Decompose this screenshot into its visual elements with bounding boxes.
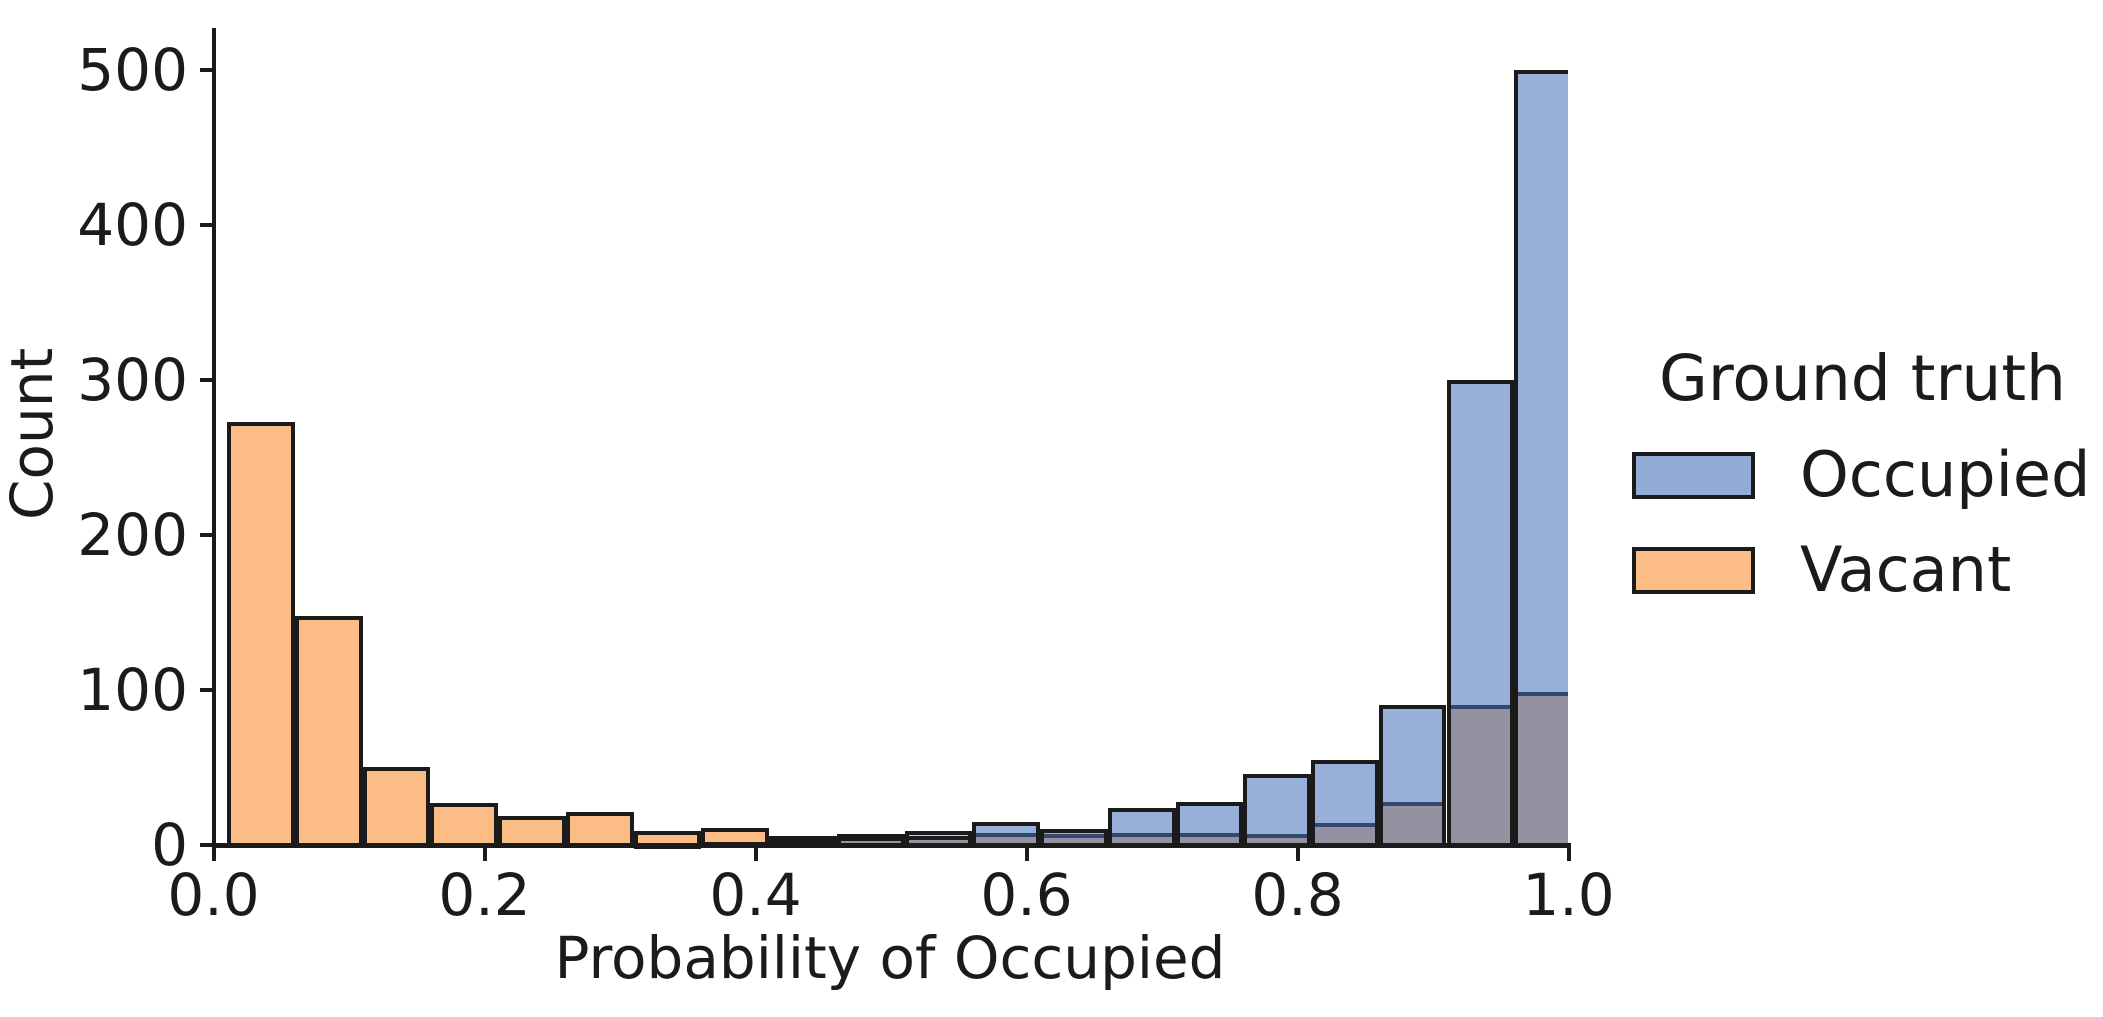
legend-swatch-vacant	[1632, 547, 1755, 594]
x-tick-mark	[1566, 847, 1571, 861]
x-axis-label: Probability of Occupied	[554, 924, 1226, 992]
legend-label-vacant: Vacant	[1800, 533, 2012, 606]
x-tick-label: 0.4	[709, 861, 802, 929]
x-tick-mark	[753, 847, 758, 861]
y-axis-label: Count	[0, 347, 66, 520]
x-tick-mark	[1295, 847, 1300, 861]
y-tick-mark	[200, 378, 213, 382]
occupied-bar	[1311, 759, 1379, 848]
occupied-bar	[1514, 69, 1569, 848]
vacant-bar	[294, 615, 363, 848]
vacant-bar	[227, 421, 295, 849]
x-tick-label: 0.2	[438, 861, 531, 929]
occupied-bar	[1378, 705, 1447, 848]
x-tick-mark	[482, 847, 487, 861]
occupied-bar	[836, 837, 905, 848]
y-tick-label: 0	[151, 811, 188, 879]
vacant-bar	[362, 767, 431, 848]
y-tick-mark	[200, 223, 213, 227]
y-tick-label: 500	[77, 36, 188, 104]
y-tick-mark	[200, 843, 213, 847]
x-axis-spine	[211, 843, 1571, 848]
legend-title: Ground truth	[1659, 342, 2066, 415]
x-tick-label: 0.6	[980, 861, 1073, 929]
vacant-bar	[565, 812, 634, 848]
y-tick-label: 400	[77, 191, 188, 259]
x-tick-mark	[211, 847, 216, 861]
legend-label-occupied: Occupied	[1800, 438, 2091, 511]
occupied-bar	[1446, 379, 1515, 848]
x-tick-mark	[1024, 847, 1029, 861]
x-tick-label: 0.0	[167, 861, 260, 929]
y-tick-mark	[200, 688, 213, 692]
y-tick-mark	[200, 533, 213, 537]
occupied-bar	[1175, 801, 1244, 848]
y-tick-label: 100	[77, 656, 188, 724]
y-tick-label: 200	[77, 501, 188, 569]
occupied-bar	[1243, 773, 1312, 848]
y-tick-label: 300	[77, 346, 188, 414]
occupied-bar	[1107, 807, 1176, 848]
vacant-bar	[430, 803, 498, 848]
x-tick-label: 0.8	[1251, 861, 1344, 929]
vacant-bar	[498, 815, 566, 849]
x-tick-label: 1.0	[1522, 861, 1615, 929]
y-axis-spine	[211, 28, 216, 848]
legend-swatch-occupied	[1632, 452, 1755, 499]
y-tick-mark	[200, 68, 213, 72]
